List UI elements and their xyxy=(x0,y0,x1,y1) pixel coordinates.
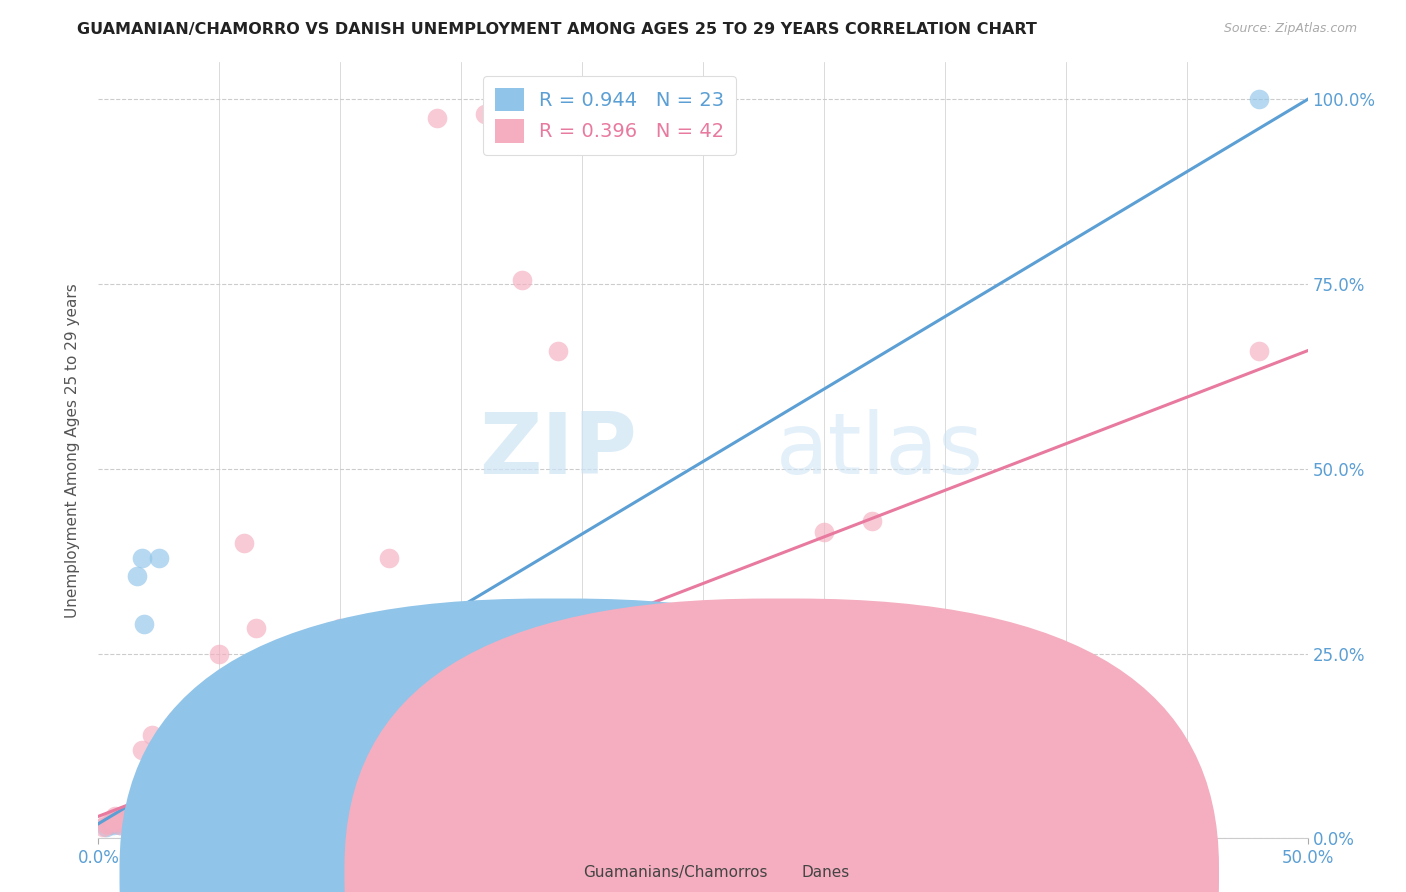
Text: ZIP: ZIP xyxy=(479,409,637,492)
Point xyxy=(474,107,496,121)
Point xyxy=(101,813,124,827)
Point xyxy=(571,647,593,661)
Point xyxy=(134,617,156,632)
Point xyxy=(134,815,156,830)
Point xyxy=(813,524,835,539)
Point xyxy=(117,811,139,825)
Point xyxy=(184,802,207,816)
Y-axis label: Unemployment Among Ages 25 to 29 years: Unemployment Among Ages 25 to 29 years xyxy=(65,283,80,618)
Point xyxy=(118,818,141,832)
Point xyxy=(114,811,136,825)
Point xyxy=(100,815,122,830)
Text: Guamanians/Chamorros: Guamanians/Chamorros xyxy=(583,865,768,880)
Point xyxy=(135,813,157,827)
Point xyxy=(100,816,122,830)
Point xyxy=(148,750,170,764)
Point xyxy=(111,813,134,827)
Text: atlas: atlas xyxy=(776,409,984,492)
Point xyxy=(232,536,254,550)
Point xyxy=(184,717,207,731)
Point xyxy=(510,273,533,287)
Point xyxy=(107,815,129,830)
Point xyxy=(117,815,139,830)
Point xyxy=(547,343,569,358)
Point xyxy=(208,647,231,661)
Point xyxy=(107,815,129,830)
Point xyxy=(141,728,163,742)
Point xyxy=(124,811,146,825)
Point xyxy=(124,818,146,832)
Point xyxy=(195,813,218,827)
Point xyxy=(128,813,150,827)
Point xyxy=(860,514,883,528)
Text: Source: ZipAtlas.com: Source: ZipAtlas.com xyxy=(1223,22,1357,36)
Point xyxy=(934,661,956,675)
Point xyxy=(165,713,187,727)
Text: GUAMANIAN/CHAMORRO VS DANISH UNEMPLOYMENT AMONG AGES 25 TO 29 YEARS CORRELATION : GUAMANIAN/CHAMORRO VS DANISH UNEMPLOYMEN… xyxy=(77,22,1038,37)
Point xyxy=(131,550,153,565)
Text: Danes: Danes xyxy=(801,865,849,880)
Point xyxy=(160,728,183,742)
Point xyxy=(128,818,150,832)
Point xyxy=(221,811,243,825)
Point xyxy=(91,821,114,835)
Point xyxy=(160,813,183,827)
Point xyxy=(127,569,149,583)
Point xyxy=(94,816,117,830)
Point xyxy=(104,813,127,827)
Point xyxy=(111,813,134,827)
Point xyxy=(121,813,143,827)
Point xyxy=(1249,92,1271,106)
Point xyxy=(172,813,194,827)
Point xyxy=(114,816,136,830)
Point xyxy=(108,818,131,832)
Point xyxy=(131,743,153,757)
Point xyxy=(118,807,141,822)
Point xyxy=(127,813,149,827)
Point xyxy=(1249,343,1271,358)
Point xyxy=(141,813,163,827)
Point xyxy=(692,609,714,624)
Point xyxy=(94,821,117,835)
Point xyxy=(245,621,267,635)
Point xyxy=(121,815,143,830)
Point xyxy=(148,550,170,565)
Point xyxy=(329,621,352,635)
Point xyxy=(426,111,449,125)
Point xyxy=(108,818,131,832)
Point xyxy=(208,809,231,823)
Point xyxy=(377,550,399,565)
Point xyxy=(104,809,127,823)
Point xyxy=(135,813,157,827)
Legend: R = 0.944   N = 23, R = 0.396   N = 42: R = 0.944 N = 23, R = 0.396 N = 42 xyxy=(484,76,737,154)
Point xyxy=(97,818,120,832)
Point xyxy=(101,818,124,832)
